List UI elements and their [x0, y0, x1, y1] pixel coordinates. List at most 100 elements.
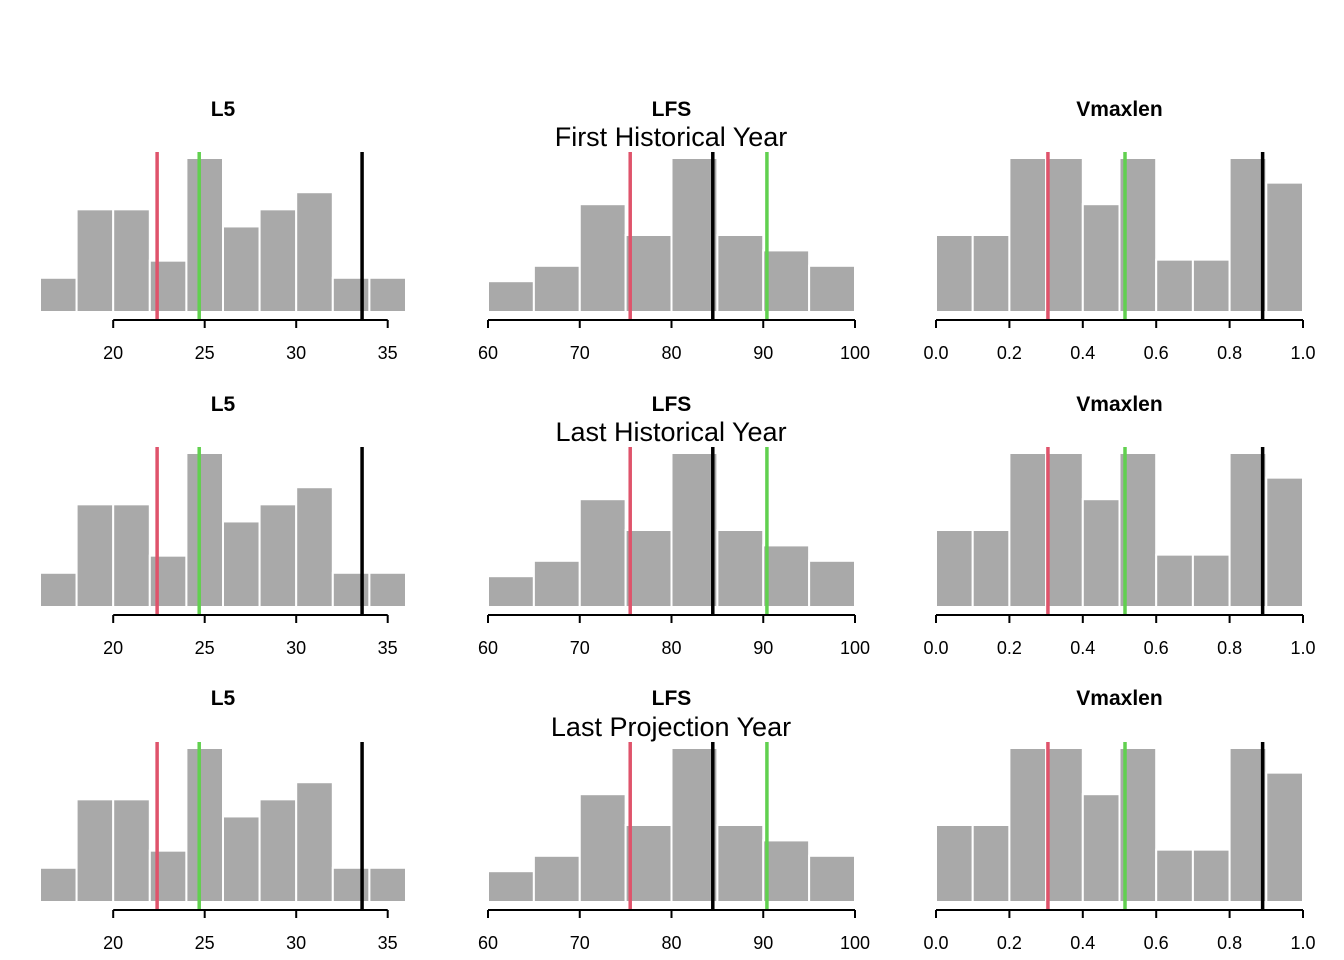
histogram-bar	[532, 559, 581, 608]
histogram-bar	[487, 870, 535, 904]
histogram-bar	[331, 276, 371, 313]
histogram-bar	[258, 208, 298, 313]
histogram-bar	[808, 854, 856, 903]
histogram-bar	[1265, 476, 1305, 609]
histogram-bar	[185, 157, 224, 313]
histogram-bar	[762, 839, 811, 904]
histogram-bar	[75, 798, 115, 903]
x-tick-label: 0.0	[923, 343, 948, 363]
histogram-bar	[185, 452, 224, 608]
histogram-bar	[935, 234, 974, 313]
histogram-bar	[185, 747, 224, 903]
histogram-bar	[1191, 258, 1231, 314]
histogram-bar	[148, 259, 188, 313]
histogram-bar	[1191, 848, 1231, 904]
x-tick-label: 0.6	[1144, 638, 1169, 658]
histogram-bar	[487, 280, 535, 314]
x-tick-label: 60	[478, 343, 498, 363]
x-tick-label: 0.8	[1217, 638, 1242, 658]
histogram-bar	[578, 203, 627, 313]
histogram-bar	[75, 503, 115, 609]
x-tick-label: 100	[840, 343, 870, 363]
row-title: First Historical Year	[555, 122, 788, 152]
x-tick-label: 60	[478, 933, 498, 953]
x-tick-label: 0.6	[1144, 343, 1169, 363]
x-tick-label: 0.0	[923, 933, 948, 953]
histogram-bar	[39, 571, 78, 608]
histogram-bar	[578, 793, 627, 904]
x-tick-label: 1.0	[1290, 638, 1315, 658]
x-tick-label: 20	[103, 933, 123, 953]
x-tick-label: 80	[661, 933, 681, 953]
histogram-bar	[1008, 452, 1048, 608]
histogram-bar	[295, 486, 334, 609]
histogram-bar	[112, 208, 151, 313]
histogram-bar	[1045, 452, 1084, 608]
histogram-bar	[258, 798, 298, 903]
histogram-bar	[716, 234, 765, 313]
panel-title: LFS	[652, 98, 692, 121]
histogram-bar	[808, 559, 856, 608]
x-tick-label: 25	[195, 343, 215, 363]
panel-title: LFS	[652, 393, 692, 416]
x-tick-label: 0.4	[1070, 638, 1095, 658]
histogram-bar	[1081, 203, 1121, 313]
histogram-bar	[1265, 771, 1305, 904]
histogram-bar	[762, 249, 811, 313]
histogram-bar	[670, 747, 719, 903]
histogram-bar	[1228, 747, 1268, 903]
panel-title: L5	[211, 98, 236, 121]
x-tick-label: 60	[478, 638, 498, 658]
histogram-bar	[368, 866, 407, 903]
x-tick-label: 20	[103, 343, 123, 363]
histogram-bar	[112, 503, 151, 609]
x-tick-label: 70	[570, 343, 590, 363]
panel-lfs: 60 70 80 90 100 LFS	[478, 687, 870, 953]
histogram-bar	[1155, 848, 1194, 904]
histogram-bar	[331, 571, 371, 608]
x-tick-label: 70	[570, 638, 590, 658]
histogram-bar	[148, 849, 188, 904]
histogram-bar	[75, 208, 115, 313]
panel-title: Vmaxlen	[1076, 687, 1162, 710]
histogram-bar	[112, 798, 151, 903]
x-tick-label: 0.8	[1217, 933, 1242, 953]
x-tick-label: 1.0	[1290, 343, 1315, 363]
x-tick-label: 30	[286, 638, 306, 658]
x-tick-label: 100	[840, 638, 870, 658]
row-3: 20 25 30 35 L5 60 70 80 90 100 LFS 0.0 0.2 0.4 0.6 0.8 1…	[39, 687, 1316, 953]
histogram-bar	[295, 781, 334, 904]
x-tick-label: 35	[378, 933, 398, 953]
panel-vmaxlen: 0.0 0.2 0.4 0.6 0.8 1.0 Vmaxlen	[923, 98, 1315, 363]
histogram-bar	[331, 866, 371, 903]
x-tick-label: 100	[840, 933, 870, 953]
x-tick-label: 30	[286, 343, 306, 363]
panel-title: L5	[211, 393, 236, 416]
x-tick-label: 0.2	[997, 638, 1022, 658]
x-tick-label: 0.2	[997, 933, 1022, 953]
panel-l5: 20 25 30 35 L5	[39, 687, 407, 953]
x-tick-label: 90	[753, 933, 773, 953]
x-tick-label: 0.4	[1070, 343, 1095, 363]
histogram-bar	[808, 264, 856, 313]
histogram-bar	[532, 264, 581, 313]
x-tick-label: 0.4	[1070, 933, 1095, 953]
panel-l5: 20 25 30 35 L5	[39, 98, 407, 363]
histogram-bar	[1265, 181, 1305, 313]
x-tick-label: 0.6	[1144, 933, 1169, 953]
histogram-bar	[222, 225, 261, 313]
histogram-bar	[716, 824, 765, 903]
panel-title: Vmaxlen	[1076, 98, 1162, 121]
histogram-bar	[39, 276, 78, 313]
x-tick-label: 1.0	[1290, 933, 1315, 953]
x-tick-label: 80	[661, 638, 681, 658]
histogram-bar	[487, 575, 535, 609]
histogram-bar	[670, 157, 719, 313]
histogram-bar	[295, 191, 334, 314]
histogram-bar	[578, 498, 627, 609]
panel-vmaxlen: 0.0 0.2 0.4 0.6 0.8 1.0 Vmaxlen	[923, 393, 1315, 658]
row-2: 20 25 30 35 L5 60 70 80 90 100 LFS 0.0 0.2 0.4 0.6 0.8 1…	[39, 393, 1316, 658]
histogram-bar	[935, 824, 974, 903]
row-1: 20 25 30 35 L5 60 70 80 90 100 LFS 0.0 0.2 0.4 0.6 0.8 1…	[39, 98, 1316, 363]
histogram-bar	[39, 866, 78, 903]
